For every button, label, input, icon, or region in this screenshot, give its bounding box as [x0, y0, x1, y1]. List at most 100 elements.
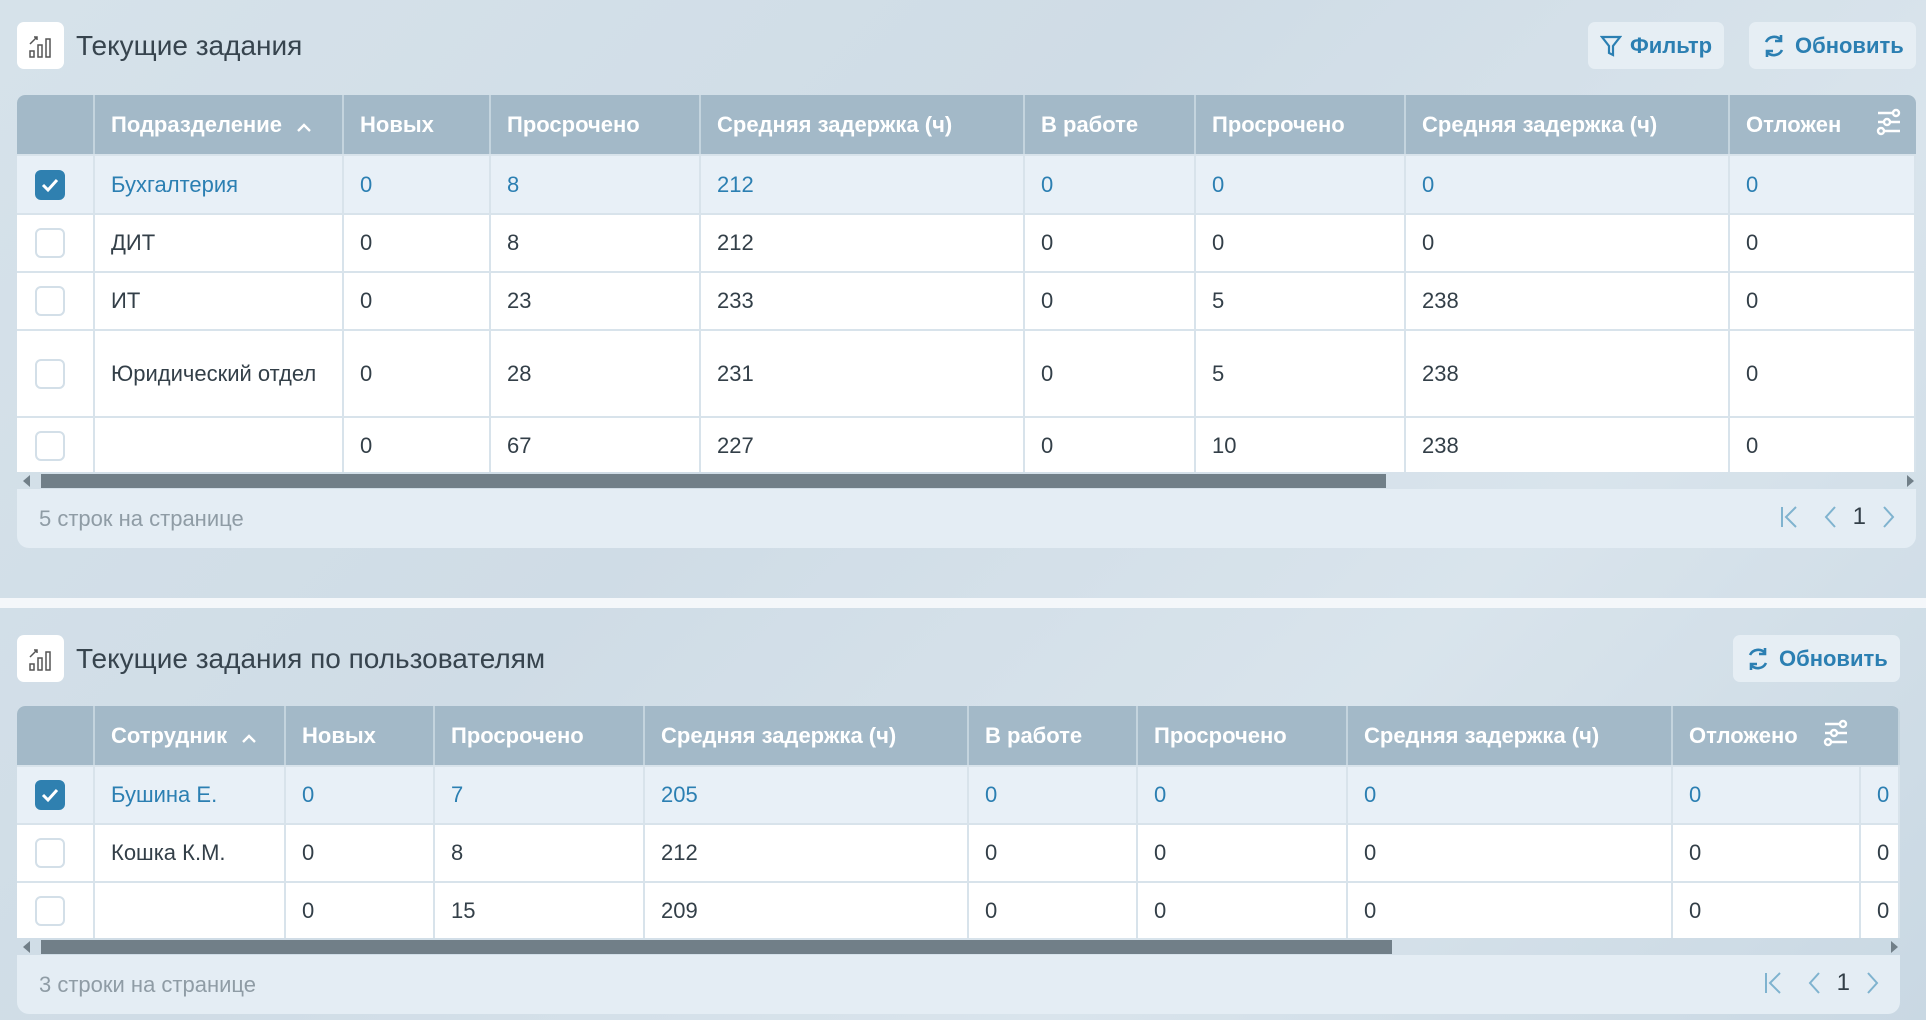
scroll-left-arrow[interactable]	[23, 941, 30, 953]
row-value-cell: 0	[1348, 825, 1673, 881]
row-value-cell: 0	[1196, 156, 1406, 213]
table-row[interactable]: Юридический отдел 0 28 231 0 5 238 0	[17, 329, 1916, 416]
row-value-cell: 0	[344, 156, 491, 213]
row-checkbox-cell	[17, 156, 95, 213]
column-header[interactable]: Просрочено	[491, 95, 701, 154]
select-all-cell[interactable]	[17, 706, 95, 765]
filter-label: Фильтр	[1630, 32, 1713, 58]
column-header[interactable]: Просрочено	[1196, 95, 1406, 154]
scroll-right-arrow[interactable]	[1907, 475, 1914, 487]
row-checkbox[interactable]	[35, 228, 65, 258]
row-value-cell: 238	[1406, 273, 1730, 329]
users-table: Сотрудник Новых Просрочено Средняя задержка…	[17, 706, 1900, 938]
row-name-cell: Кошка К.М.	[95, 825, 286, 881]
row-checkbox-cell	[17, 883, 95, 938]
refresh-button[interactable]: Обновить	[1749, 22, 1916, 69]
row-value-cell: 10	[1196, 418, 1406, 472]
row-value-cell: 0	[1196, 215, 1406, 271]
row-value-cell: 0	[1861, 767, 1900, 823]
table-header: Сотрудник Новых Просрочено Средняя задержка…	[17, 706, 1900, 765]
scrollbar-thumb[interactable]	[41, 940, 1392, 954]
row-value-cell: 0	[1730, 215, 1916, 271]
table-row[interactable]: Кошка К.М. 0 8 212 0 0 0 0 0	[17, 823, 1900, 881]
row-value-cell: 0	[1138, 883, 1348, 938]
prev-page-icon[interactable]	[1807, 971, 1821, 995]
column-header-label: В работе	[1041, 111, 1139, 137]
column-header[interactable]: Сотрудник	[95, 706, 286, 765]
table-row[interactable]: Бухгалтерия 0 8 212 0 0 0 0	[17, 154, 1916, 213]
column-settings-icon[interactable]	[1823, 719, 1849, 753]
sort-ascending-icon[interactable]	[296, 112, 312, 138]
horizontal-scrollbar[interactable]	[17, 938, 1900, 955]
table-row[interactable]: 0 15 209 0 0 0 0 0	[17, 881, 1900, 938]
column-header[interactable]: В работе	[969, 706, 1138, 765]
row-checkbox-cell	[17, 331, 95, 416]
scroll-right-arrow[interactable]	[1891, 941, 1898, 953]
first-page-icon[interactable]	[1779, 505, 1799, 529]
column-header[interactable]: Просрочено	[1138, 706, 1348, 765]
filter-button[interactable]: Фильтр	[1588, 22, 1725, 69]
row-checkbox-cell	[17, 215, 95, 271]
row-checkbox[interactable]	[35, 169, 65, 200]
select-all-cell[interactable]	[17, 95, 95, 154]
column-header-label: Подразделение	[111, 111, 282, 137]
prev-page-icon[interactable]	[1823, 505, 1837, 529]
column-header[interactable]: Отложено	[1673, 706, 1861, 765]
column-header-label: Средняя задержка (ч)	[1422, 111, 1658, 137]
row-name-cell: ИТ	[95, 273, 344, 329]
row-checkbox[interactable]	[35, 358, 65, 389]
column-header[interactable]: Отложен	[1730, 95, 1916, 154]
row-value-cell: 238	[1406, 418, 1730, 472]
column-header-label: Средняя задержка (ч)	[661, 722, 897, 748]
scrollbar-thumb[interactable]	[41, 474, 1386, 488]
column-header-label: Сотрудник	[111, 722, 228, 748]
row-name-cell[interactable]: Бушина Е.	[95, 767, 286, 823]
row-value-cell: 0	[1673, 767, 1861, 823]
column-header[interactable]: В работе	[1025, 95, 1196, 154]
row-value-cell: 0	[286, 883, 435, 938]
scroll-left-arrow[interactable]	[23, 475, 30, 487]
column-header[interactable]: Просрочено	[435, 706, 645, 765]
row-value-cell: 7	[435, 767, 645, 823]
column-header[interactable]: Новых	[286, 706, 435, 765]
sort-ascending-icon[interactable]	[241, 723, 257, 749]
column-header[interactable]: Средняя задержка (ч)	[1348, 706, 1673, 765]
refresh-label: Обновить	[1795, 32, 1904, 58]
row-checkbox[interactable]	[35, 431, 65, 461]
first-page-icon[interactable]	[1763, 971, 1783, 995]
row-value-cell: 0	[1348, 767, 1673, 823]
next-page-icon[interactable]	[1866, 971, 1880, 995]
column-header-label: Просрочено	[1212, 111, 1345, 137]
column-header[interactable]: Средняя задержка (ч)	[701, 95, 1025, 154]
column-header[interactable]: Подразделение	[95, 95, 344, 154]
table-row[interactable]: ИТ 0 23 233 0 5 238 0	[17, 271, 1916, 329]
horizontal-scrollbar[interactable]	[17, 472, 1916, 489]
refresh-button[interactable]: Обновить	[1733, 635, 1900, 682]
next-page-icon[interactable]	[1882, 505, 1896, 529]
column-header-label: Просрочено	[451, 722, 584, 748]
row-value-cell: 0	[1730, 331, 1916, 416]
column-header[interactable]	[1861, 706, 1900, 765]
row-value-cell: 0	[344, 215, 491, 271]
column-header[interactable]: Новых	[344, 95, 491, 154]
column-header-label: Новых	[360, 111, 434, 137]
row-checkbox[interactable]	[35, 286, 65, 316]
table-row[interactable]: ДИТ 0 8 212 0 0 0 0	[17, 213, 1916, 271]
row-value-cell: 23	[491, 273, 701, 329]
row-checkbox[interactable]	[35, 838, 65, 868]
row-checkbox[interactable]	[35, 895, 65, 926]
row-value-cell: 0	[1673, 825, 1861, 881]
column-settings-icon[interactable]	[1876, 108, 1902, 142]
row-name-cell[interactable]: Бухгалтерия	[95, 156, 344, 213]
row-value-cell: 0	[1406, 215, 1730, 271]
column-header[interactable]: Средняя задержка (ч)	[1406, 95, 1730, 154]
table-footer: 3 строки на странице 1	[17, 955, 1900, 1014]
filter-icon	[1600, 35, 1622, 57]
table-row[interactable]: Бушина Е. 0 7 205 0 0 0 0 0	[17, 765, 1900, 823]
column-header-label: Просрочено	[507, 111, 640, 137]
column-header[interactable]: Средняя задержка (ч)	[645, 706, 969, 765]
row-checkbox[interactable]	[35, 780, 65, 810]
row-value-cell: 0	[344, 273, 491, 329]
table-row[interactable]: 0 67 227 0 10 238 0	[17, 416, 1916, 472]
chart-icon	[17, 635, 64, 682]
